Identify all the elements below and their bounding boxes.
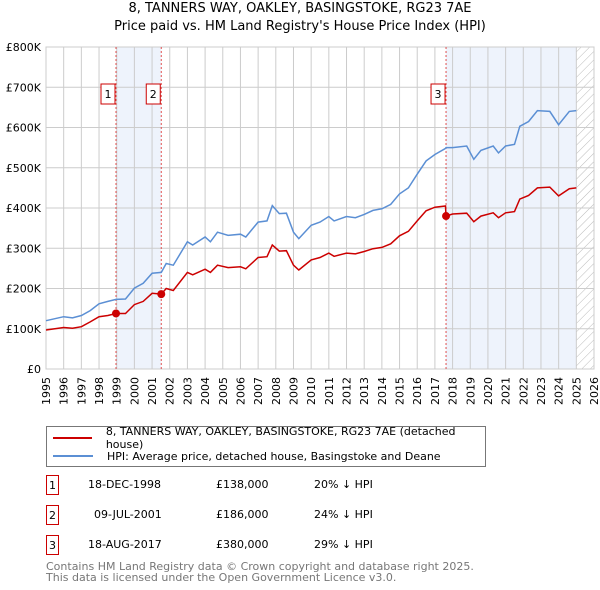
y-tick-label: £800K [6, 41, 42, 54]
hpi-line [45, 109, 577, 322]
sale-price: £186,000 [216, 508, 269, 521]
x-tick-label: 2010 [305, 377, 318, 405]
legend-hpi-label: HPI: Average price, detached house, Basi… [107, 449, 441, 463]
x-tick-label: 2015 [394, 377, 407, 405]
chart-title: 8, TANNERS WAY, OAKLEY, BASINGSTOKE, RG2… [128, 1, 472, 16]
sale-date: 18-DEC-1998 [88, 478, 162, 491]
sale-date: 09-JUL-2001 [94, 508, 162, 521]
y-tick-label: £700K [6, 81, 42, 94]
x-tick-label: 2024 [553, 377, 566, 405]
sale-price: £138,000 [216, 478, 269, 491]
sale-hpi-diff: 20% ↓ HPI [314, 478, 373, 491]
x-tick-label: 2012 [341, 377, 354, 405]
sale-label-box [430, 83, 446, 105]
footer-licence: This data is licensed under the Open Gov… [46, 571, 397, 584]
x-tick-label: 2009 [287, 377, 300, 405]
x-tick-label: 2019 [464, 377, 477, 405]
sale-label-number: 1 [105, 88, 112, 101]
legend-property-label: 8, TANNERS WAY, OAKLEY, BASINGSTOKE, RG2… [105, 425, 456, 451]
footer-copyright: Contains HM Land Registry data © Crown c… [46, 560, 474, 573]
sale-point [442, 212, 451, 221]
legend: 8, TANNERS WAY, OAKLEY, BASINGSTOKE, RG2… [46, 425, 486, 467]
x-tick-label: 1996 [58, 377, 71, 405]
sale-number: 1 [46, 475, 59, 495]
sale-point [112, 309, 121, 318]
x-tick-label: 2007 [252, 377, 265, 405]
x-tick-label: 2004 [199, 377, 212, 405]
x-tick-label: 2003 [181, 377, 194, 405]
chart-subtitle: Price paid vs. HM Land Registry's House … [114, 19, 486, 34]
legend-blue-line-icon [53, 455, 93, 457]
x-tick-label: 2022 [517, 377, 530, 405]
x-tick-label: 2011 [323, 377, 336, 405]
y-tick-label: £200K [6, 283, 42, 296]
x-tick-label: 2006 [234, 377, 247, 405]
x-tick-label: 2026 [588, 377, 600, 405]
sale-label-number: 2 [150, 88, 157, 101]
sale-label-box [145, 83, 161, 105]
x-tick-label: 2020 [482, 377, 495, 405]
sale-label-number: 3 [435, 88, 442, 101]
x-tick-label: 2018 [447, 377, 460, 405]
x-tick-label: 2013 [358, 377, 371, 405]
y-tick-label: £500K [6, 162, 42, 175]
sale-number: 2 [46, 505, 59, 525]
x-tick-label: 2000 [128, 377, 141, 405]
legend-red-line-icon [53, 437, 92, 439]
x-tick-label: 2023 [535, 377, 548, 405]
plot-frame [45, 46, 595, 370]
y-tick-label: £300K [6, 242, 42, 255]
sale-date: 18-AUG-2017 [88, 538, 162, 551]
price-chart: 1995 1996 1997 1998 1999 2000 2001 2002 2003 2004… [6, 41, 600, 405]
sale-price: £380,000 [216, 538, 269, 551]
sale-row: 2 09-JUL-2001 £186,000 24% ↓ HPI [46, 503, 546, 527]
sale-row: 1 18-DEC-1998 £138,000 20% ↓ HPI [46, 473, 546, 497]
x-tick-label: 2025 [570, 377, 583, 405]
x-tick-label: 2016 [411, 377, 424, 405]
sale-row: 3 18-AUG-2017 £380,000 29% ↓ HPI [46, 533, 546, 557]
x-tick-label: 1995 [40, 377, 53, 405]
sale-number: 3 [46, 535, 59, 555]
x-tick-label: 2021 [500, 377, 513, 405]
x-tick-label: 2008 [270, 377, 283, 405]
x-tick-label: 2002 [164, 377, 177, 405]
sale-hpi-diff: 24% ↓ HPI [314, 508, 373, 521]
sale-label-box [100, 83, 116, 105]
x-tick-label: 2014 [376, 377, 389, 405]
x-tick-label: 1997 [75, 377, 88, 405]
x-tick-label: 2017 [429, 377, 442, 405]
x-tick-label: 2005 [217, 377, 230, 405]
property-price-line [45, 186, 577, 331]
sale-point [157, 290, 166, 299]
y-tick-label: £0 [27, 363, 41, 376]
y-tick-label: £600K [6, 122, 42, 135]
x-tick-label: 1998 [93, 377, 106, 405]
x-tick-label: 2001 [146, 377, 159, 405]
y-tick-label: £400K [6, 202, 42, 215]
sale-hpi-diff: 29% ↓ HPI [314, 538, 373, 551]
y-tick-label: £100K [6, 323, 42, 336]
x-tick-label: 1999 [111, 377, 124, 405]
